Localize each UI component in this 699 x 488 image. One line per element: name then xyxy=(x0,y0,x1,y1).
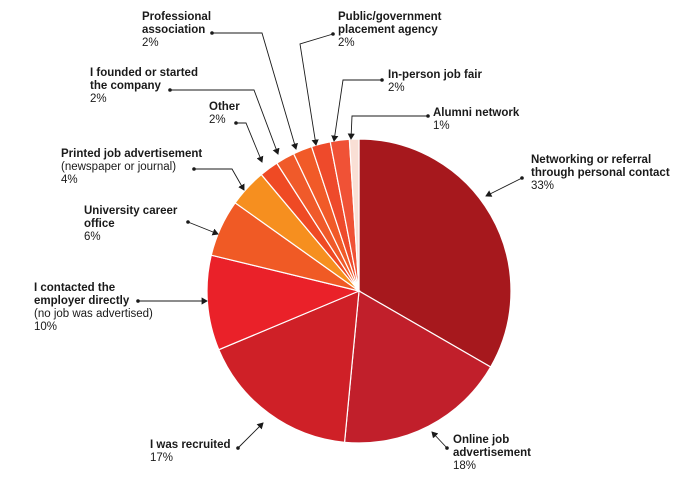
slice-percent-label: 2% xyxy=(338,37,355,49)
slice-label-text: through personal contact xyxy=(531,167,670,179)
slice-percent-label: 2% xyxy=(209,114,226,126)
slice-label-text: Online job xyxy=(453,434,509,446)
slice-percent-label: 33% xyxy=(531,180,554,192)
leader-line xyxy=(186,220,219,236)
slice-label-text: Public/government xyxy=(338,11,442,23)
slice-sublabel-text: (newspaper or journal) xyxy=(61,161,176,173)
slice-label-text: I founded or started xyxy=(90,67,198,79)
slice-label-text: Networking or referral xyxy=(531,154,651,166)
leader-line xyxy=(347,114,430,140)
slice-label-text: employer directly xyxy=(34,295,130,307)
slice-label-text: association xyxy=(142,24,205,36)
slice-label-text: advertisement xyxy=(453,447,531,459)
leader-line xyxy=(210,31,298,150)
slice-label-text: Printed job advertisement xyxy=(61,148,202,160)
slice-percent-label: 2% xyxy=(388,82,405,94)
slice-percent-label: 17% xyxy=(150,452,173,464)
slice-label-text: the company xyxy=(90,80,162,92)
leader-line xyxy=(331,78,384,142)
slice-percent-label: 2% xyxy=(142,37,159,49)
leader-line xyxy=(236,422,264,450)
pie-slice xyxy=(358,138,512,368)
slice-percent-label: 10% xyxy=(34,321,57,333)
leader-line xyxy=(431,431,449,450)
leader-line xyxy=(485,176,524,197)
slice-label-text: I contacted the xyxy=(34,282,115,294)
slice-label-text: Alumni network xyxy=(433,107,520,119)
leader-line xyxy=(299,32,335,146)
slice-label-text: In-person job fair xyxy=(388,69,482,81)
pie-slice xyxy=(343,290,492,444)
slice-label-text: University career xyxy=(84,205,178,217)
slice-label-text: placement agency xyxy=(338,24,438,36)
slice-percent-label: 2% xyxy=(90,93,107,105)
slice-label: Printed job advertisement(newspaper or j… xyxy=(61,148,245,191)
slice-percent-label: 6% xyxy=(84,231,101,243)
slice-label-text: Professional xyxy=(142,11,211,23)
pie-slices xyxy=(206,138,512,444)
slice-percent-label: 4% xyxy=(61,174,78,186)
leader-line xyxy=(192,167,245,191)
slice-label-text: I was recruited xyxy=(150,439,231,451)
slice-sublabel-text: (no job was advertised) xyxy=(34,308,153,320)
pie-slice xyxy=(218,290,360,443)
slice-label-text: Other xyxy=(209,101,240,113)
leader-line xyxy=(234,121,264,163)
slice-percent-label: 1% xyxy=(433,120,450,132)
slice-percent-label: 18% xyxy=(453,460,476,472)
slice-label-text: office xyxy=(84,218,115,230)
